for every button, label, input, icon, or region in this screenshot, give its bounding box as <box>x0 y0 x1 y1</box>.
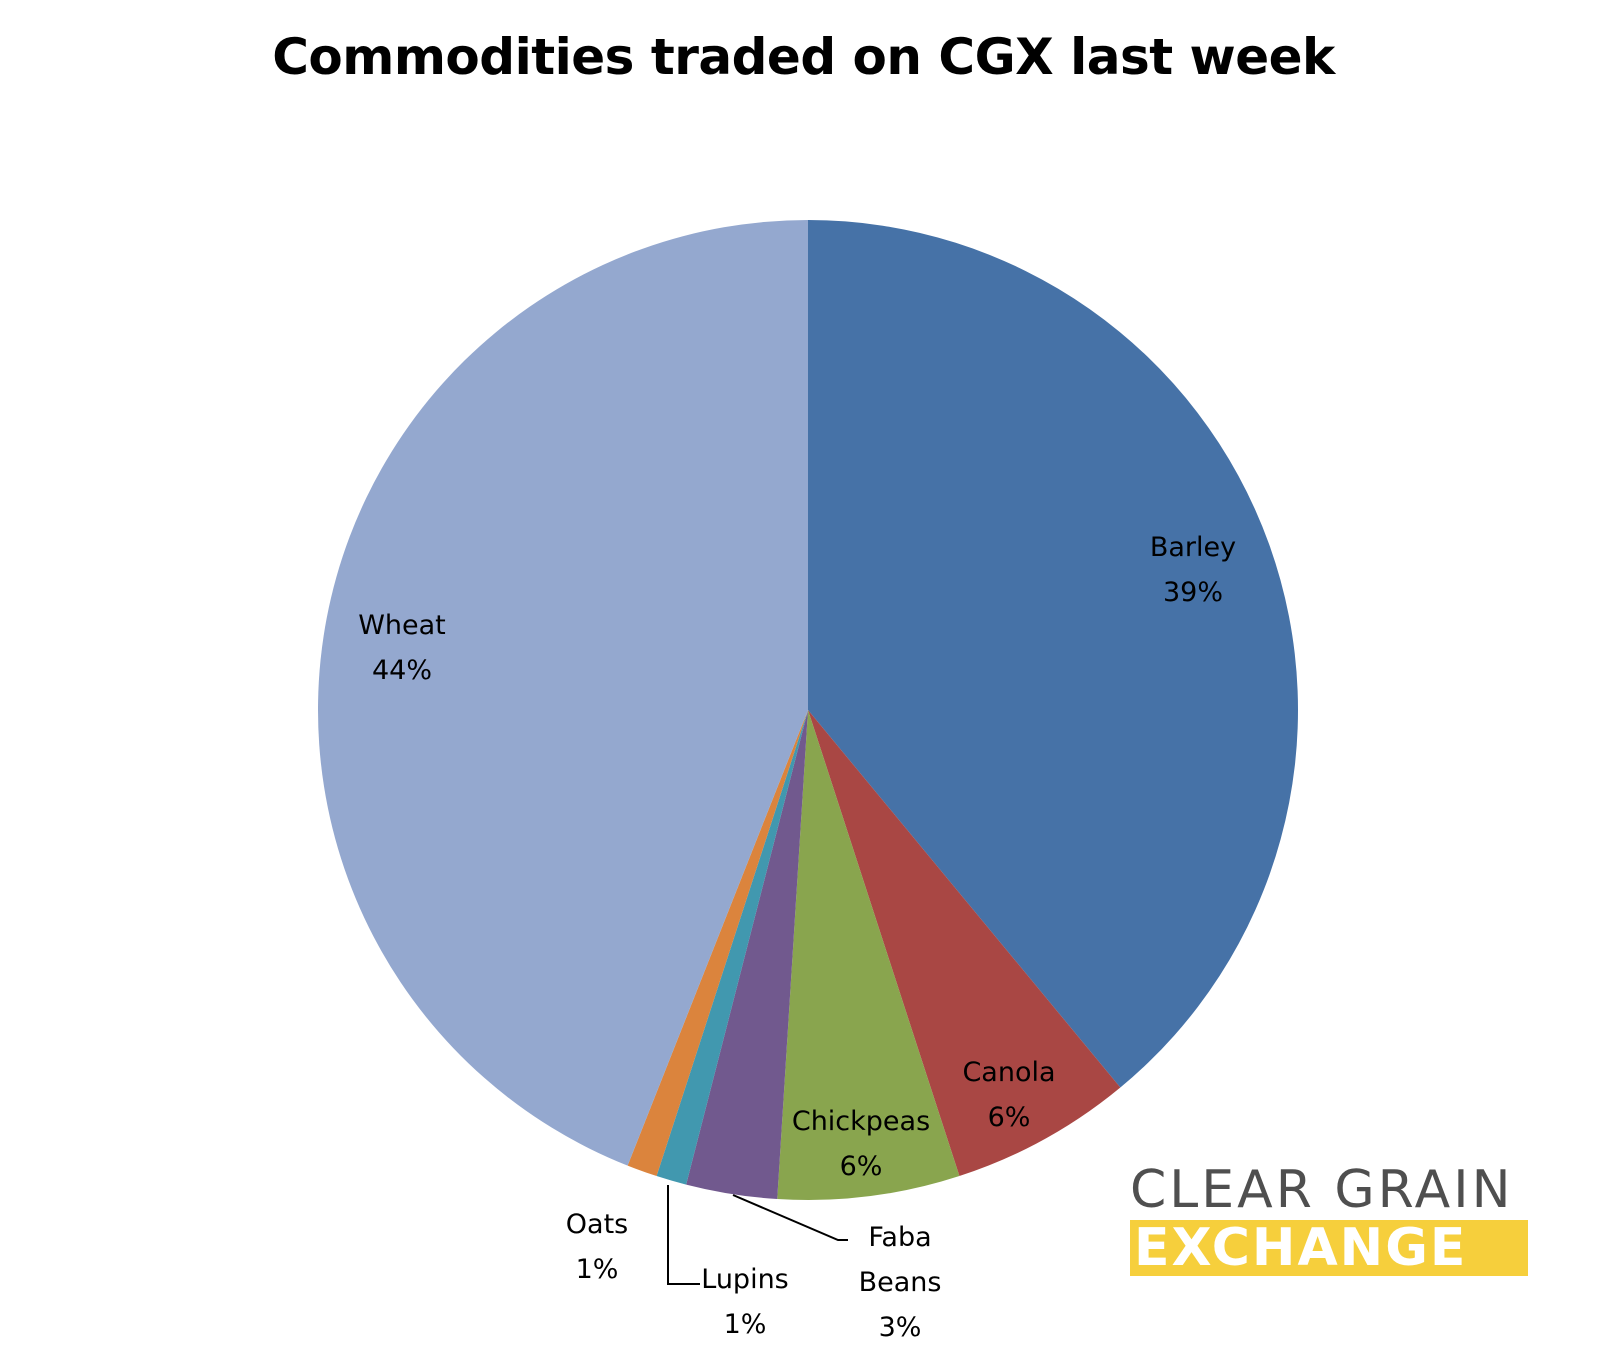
leader-lines <box>667 1185 848 1285</box>
label-wheat-value: 44% <box>372 655 432 686</box>
label-wheat-name: Wheat <box>358 610 446 641</box>
logo-line-clear-grain: CLEAR GRAIN <box>1130 1160 1514 1220</box>
pie-slices <box>318 219 1299 1200</box>
slice-labels: Barley 39% Canola 6% Chickpeas 6% Faba B… <box>358 532 1236 1343</box>
pie-slice-lupins <box>656 710 808 1185</box>
chart-title: Commodities traded on CGX last week <box>272 28 1335 86</box>
logo-line-exchange: EXCHANGE <box>1130 1220 1528 1276</box>
label-barley-name: Barley <box>1150 532 1236 563</box>
pie-slice-chickpeas <box>777 710 960 1200</box>
pie-slice-barley <box>808 219 1299 1088</box>
clear-grain-exchange-logo: CLEAR GRAIN EXCHANGE <box>1130 1162 1528 1276</box>
label-lupins-name: Lupins <box>701 1264 789 1295</box>
label-oats-name: Oats <box>566 1209 628 1240</box>
label-chickpeas-name: Chickpeas <box>792 1106 930 1137</box>
label-faba-beans-name-line1: Faba <box>868 1222 931 1253</box>
label-lupins-value: 1% <box>724 1309 767 1340</box>
label-faba-beans-value: 3% <box>879 1312 922 1343</box>
pie-slice-faba-beans <box>686 710 808 1200</box>
label-chickpeas-value: 6% <box>840 1151 883 1182</box>
label-barley-value: 39% <box>1163 577 1223 608</box>
pie-slice-oats <box>627 710 808 1177</box>
label-oats-value: 1% <box>576 1254 619 1285</box>
pie-slice-wheat <box>318 220 808 1166</box>
label-canola-name: Canola <box>962 1057 1055 1088</box>
label-canola-value: 6% <box>988 1102 1031 1133</box>
label-faba-beans-name-line2: Beans <box>859 1267 942 1298</box>
faba-beans-leader-line <box>732 1194 848 1241</box>
lupins-leader-line <box>667 1185 700 1285</box>
pie-slice-canola <box>808 710 1121 1177</box>
